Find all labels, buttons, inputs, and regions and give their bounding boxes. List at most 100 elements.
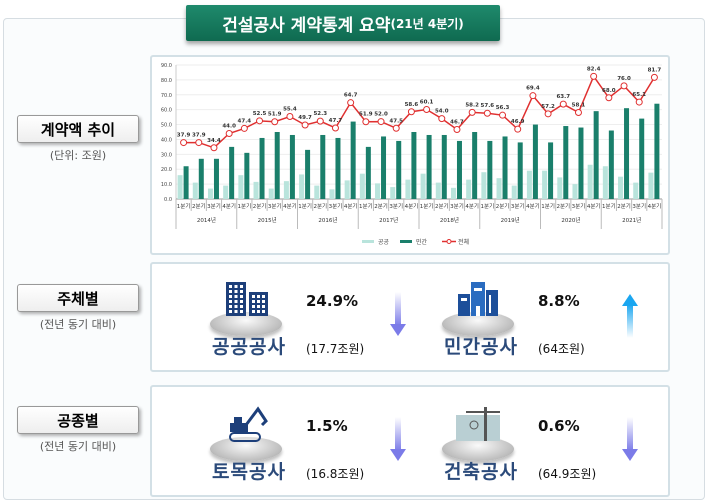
total-point: [635, 98, 643, 106]
total-point: [529, 92, 537, 100]
x-tick-label: 4분기: [283, 202, 297, 210]
bar-private: [365, 146, 371, 199]
total-point: [362, 118, 370, 126]
bar-public: [329, 189, 335, 199]
data-label: 46.9: [511, 119, 525, 125]
y-tick-label: 30.0: [161, 152, 172, 158]
x-tick-label: 1분기: [481, 202, 495, 210]
bar-private: [563, 126, 569, 199]
chart-panel: 0.0 10.0 20.0 30.0 40.0 50.0 60.0 70.0 80.0 90.0 1…: [150, 55, 670, 255]
type-sub: (전년 동기 대비): [39, 440, 117, 453]
y-tick-label: 50.0: [161, 123, 172, 129]
data-label: 56.3: [496, 105, 510, 111]
change-percent: 0.6%: [538, 417, 580, 435]
data-label: 63.7: [556, 94, 570, 100]
page-title: 건설공사 계약통계 요약 (21년 4분기): [186, 5, 500, 41]
total-point: [453, 125, 461, 133]
year-label: 2015년: [258, 216, 277, 224]
x-tick-label: 2분기: [556, 202, 570, 210]
x-tick-label: 2분기: [496, 202, 510, 210]
total-point: [225, 129, 233, 137]
data-label: 54.0: [435, 109, 449, 115]
bar-public: [299, 174, 305, 199]
x-tick-label: 4분기: [405, 202, 419, 210]
bar-public: [390, 187, 396, 199]
bar-private: [289, 134, 295, 199]
legend-swatch: [400, 240, 412, 243]
bar-public: [405, 179, 411, 199]
bar-private: [259, 137, 265, 199]
bar-public: [496, 178, 502, 199]
total-point: [483, 109, 491, 117]
change-percent: 1.5%: [306, 417, 348, 435]
total-point: [286, 113, 294, 121]
bar-private: [381, 136, 387, 199]
x-tick-label: 1분기: [298, 202, 312, 210]
total-point: [559, 100, 567, 108]
total-point: [620, 82, 628, 90]
total-point: [377, 118, 385, 126]
bar-public: [648, 172, 654, 199]
data-label: 81.7: [648, 67, 662, 73]
y-tick-label: 90.0: [161, 63, 172, 69]
bar-public: [314, 185, 320, 199]
bar-public: [542, 170, 548, 199]
data-label: 58.2: [465, 102, 479, 108]
year-label: 2021년: [622, 216, 641, 224]
total-point: [180, 139, 188, 147]
excavator-icon: [224, 405, 270, 443]
total-point: [650, 73, 658, 81]
item-public: 공공공사 24.9% (17.7조원): [210, 270, 450, 370]
arrow-down-icon: [390, 292, 406, 338]
total-point: [423, 106, 431, 114]
bar-private: [654, 103, 660, 199]
item-name: 토목공사: [212, 461, 286, 483]
year-label: 2018년: [440, 216, 459, 224]
data-label: 52.3: [313, 111, 327, 117]
x-tick-label: 3분기: [207, 202, 221, 210]
contract-amount: (64.9조원): [538, 467, 597, 481]
bar-private: [548, 142, 554, 199]
data-label: 57.6: [481, 103, 495, 109]
office-buildings-icon: [224, 280, 270, 318]
trend-unit: (단위: 조원): [49, 149, 107, 162]
x-tick-label: 4분기: [526, 202, 540, 210]
legend-marker: [446, 239, 452, 244]
data-label: 37.9: [192, 133, 206, 139]
year-label: 2017년: [379, 216, 398, 224]
data-label: 52.5: [253, 111, 267, 117]
bar-private: [532, 124, 538, 199]
data-label: 60.1: [420, 100, 434, 106]
contract-amount: (17.7조원): [306, 342, 365, 356]
legend-swatch: [362, 240, 374, 243]
title-main: 건설공사 계약통계 요약: [222, 15, 391, 36]
type-label: 공종별 (전년 동기 대비): [17, 406, 139, 454]
bar-private: [639, 118, 645, 199]
x-tick-label: 3분기: [389, 202, 403, 210]
data-label: 76.0: [617, 76, 631, 82]
total-point: [514, 125, 522, 133]
total-point: [574, 108, 582, 116]
x-tick-label: 4분기: [222, 202, 236, 210]
y-tick-label: 70.0: [161, 93, 172, 99]
entity-label: 주체별 (전년 동기 대비): [17, 284, 139, 332]
y-tick-label: 60.0: [161, 108, 172, 114]
bar-private: [274, 132, 280, 199]
arrow-up-icon: [622, 292, 638, 338]
total-point: [240, 124, 248, 132]
bar-private: [335, 137, 341, 199]
bar-public: [618, 176, 624, 199]
x-tick-label: 1분기: [541, 202, 555, 210]
x-tick-label: 3분기: [268, 202, 282, 210]
data-label: 58.6: [405, 102, 419, 108]
data-label: 47.7: [329, 118, 343, 124]
total-point: [316, 117, 324, 125]
bar-public: [587, 164, 593, 199]
arrow-down-icon: [390, 417, 406, 463]
total-point: [499, 111, 507, 119]
bar-private: [183, 166, 189, 199]
year-label: 2019년: [501, 216, 520, 224]
total-point: [438, 115, 446, 123]
bar-public: [207, 188, 213, 199]
bar-private: [441, 134, 447, 199]
